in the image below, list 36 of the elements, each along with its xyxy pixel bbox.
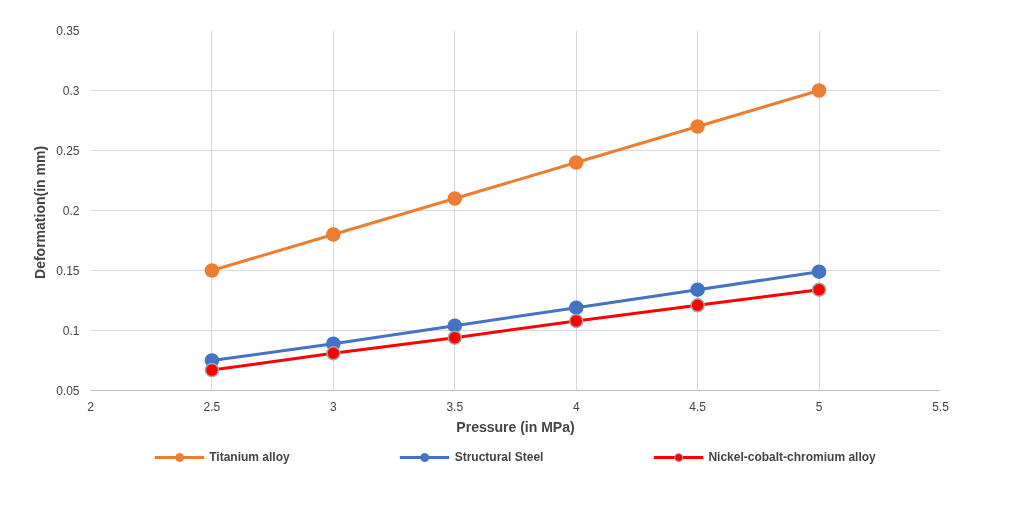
point bbox=[568, 300, 584, 315]
y-tick-label: 0.3 bbox=[62, 84, 80, 98]
legend-label: Nickel-cobalt-chromium alloy bbox=[708, 450, 876, 464]
y-axis-title: Deformation(in mm) bbox=[32, 145, 49, 279]
point bbox=[811, 264, 827, 279]
point bbox=[690, 119, 705, 134]
x-tick-label: 4.5 bbox=[689, 399, 707, 414]
point bbox=[447, 330, 463, 345]
point bbox=[690, 282, 705, 297]
legend-label: Titanium alloy bbox=[209, 450, 290, 464]
point bbox=[204, 263, 220, 278]
x-tick-label: 3 bbox=[330, 399, 338, 414]
point bbox=[326, 227, 341, 242]
y-tick-label: 0.05 bbox=[56, 384, 80, 398]
y-tick-label: 0.25 bbox=[56, 144, 80, 158]
x-tick-label: 2.5 bbox=[203, 399, 221, 414]
point bbox=[568, 313, 584, 329]
point bbox=[447, 318, 463, 333]
point bbox=[568, 155, 584, 170]
x-tick-label: 3.5 bbox=[446, 399, 464, 414]
x-tick-label: 5.5 bbox=[932, 399, 950, 414]
x-tick-label: 4 bbox=[572, 399, 580, 414]
point bbox=[811, 83, 827, 98]
x-axis-title: Pressure (in MPa) bbox=[456, 418, 575, 435]
y-tick-label: 0.15 bbox=[56, 264, 80, 278]
y-tick-label: 0.35 bbox=[56, 24, 80, 38]
y-tick-label: 0.1 bbox=[62, 324, 80, 338]
x-tick-label: 5 bbox=[815, 399, 823, 414]
x-tick-label: 2 bbox=[87, 399, 95, 414]
point bbox=[326, 346, 341, 361]
legend-label: Structural Steel bbox=[454, 450, 544, 464]
point bbox=[690, 298, 705, 313]
point bbox=[204, 362, 220, 378]
y-tick-label: 0.2 bbox=[62, 204, 80, 218]
point bbox=[811, 282, 827, 297]
point bbox=[447, 191, 463, 206]
